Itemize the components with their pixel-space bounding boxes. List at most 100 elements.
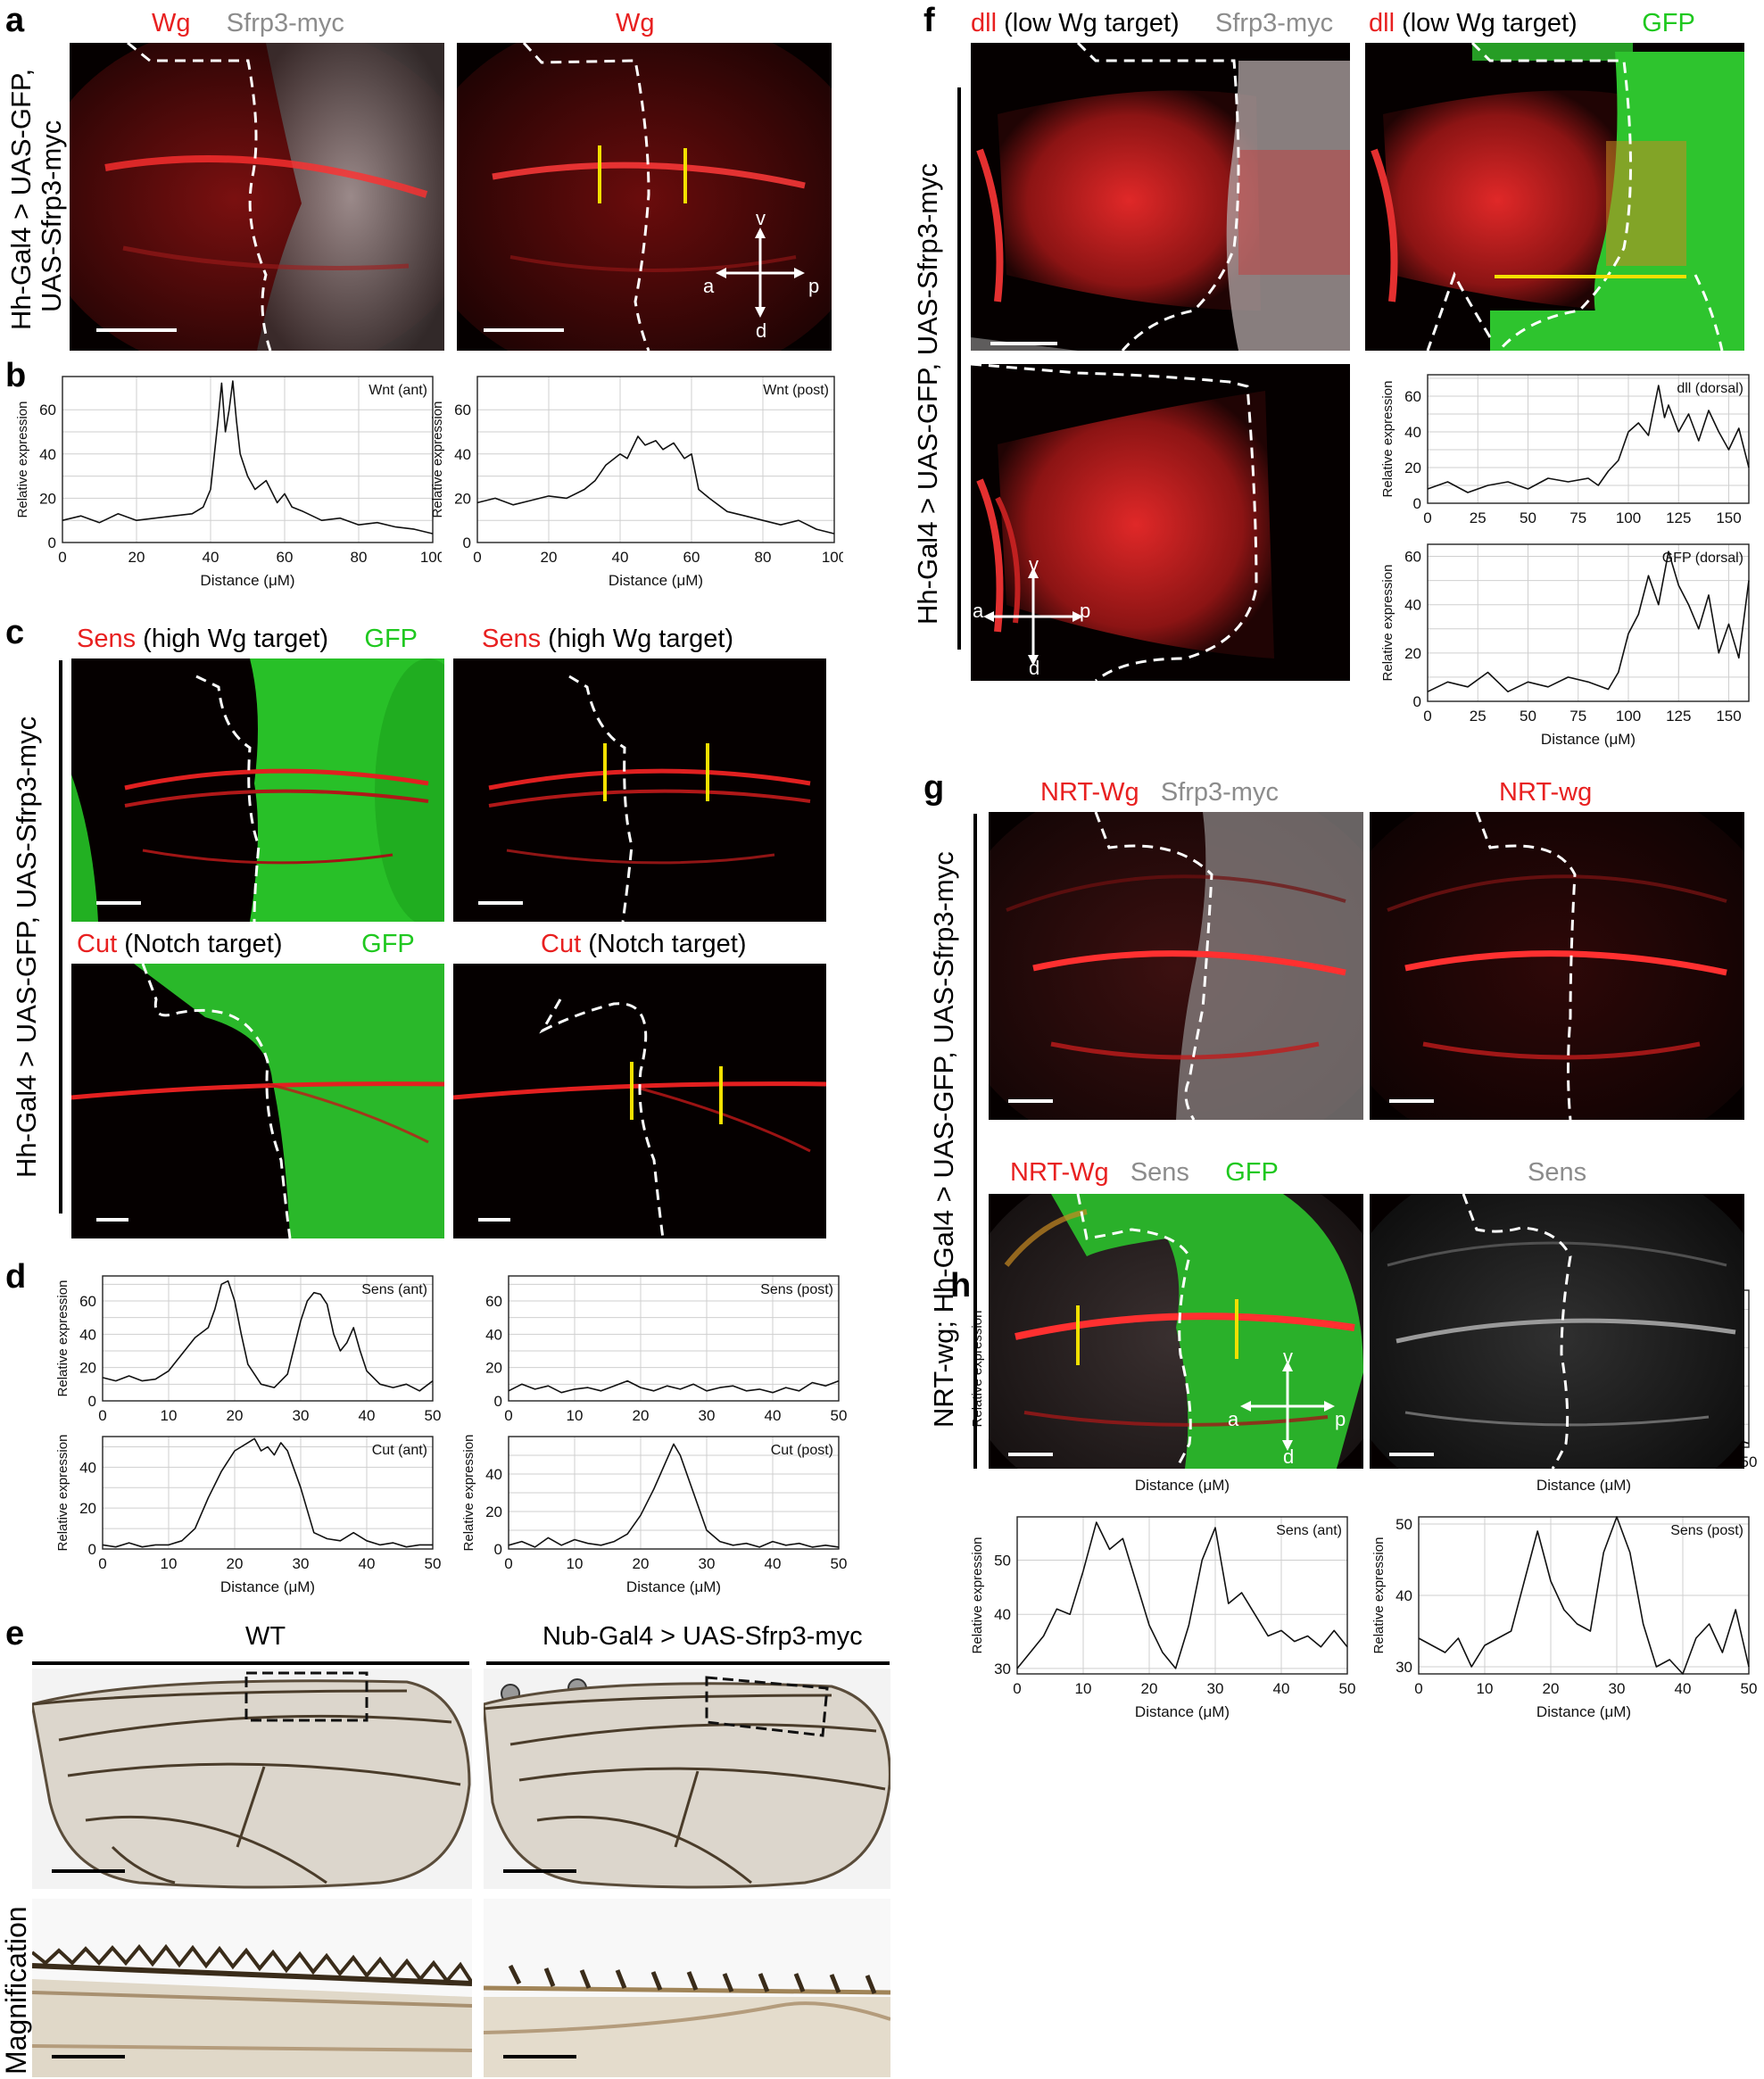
y-axis-label: Relative expression: [461, 1435, 476, 1552]
micrograph-f3: v d a p: [971, 364, 1350, 681]
x-tick-label: 0: [1414, 1680, 1422, 1697]
axis-d: d: [1283, 1445, 1295, 1468]
scale-bar: [52, 1869, 125, 1873]
y-axis-label: Relative expression: [1380, 381, 1395, 498]
y-tick-label: 0: [494, 1541, 502, 1558]
stain-nrt-wg: NRT-Wg: [1010, 1158, 1109, 1187]
stain-desc: (high Wg target): [548, 625, 734, 653]
stain-wg: Wg: [152, 9, 191, 37]
y-tick-label: 0: [494, 1393, 502, 1410]
y-tick-label: 20: [485, 1503, 502, 1520]
stain-sens: Sens: [482, 625, 542, 653]
chart-h-sens-post: 0 10 20 30 40 50 30 40 50 Distance (μM) Relative e…: [1371, 1516, 1757, 1720]
micrograph-g3: v d a p: [989, 1194, 1363, 1469]
x-tick-label: 40: [359, 1407, 376, 1424]
axis-a: a: [973, 600, 984, 622]
x-tick-label: 30: [1207, 1680, 1224, 1697]
stain-sens: Sens: [1130, 1158, 1189, 1187]
x-axis-label: Distance (μM): [1541, 731, 1636, 748]
x-tick-label: 40: [1273, 1680, 1290, 1697]
axis-a: a: [1228, 1408, 1239, 1430]
stain-desc: (Notch target): [588, 930, 747, 958]
stain-nrt-wg: NRT-wg: [1499, 778, 1593, 807]
x-tick-label: 125: [1666, 708, 1691, 725]
stain-cut: Cut: [541, 930, 582, 958]
axis-d: d: [1029, 657, 1040, 679]
y-tick-label: 20: [485, 1360, 502, 1377]
x-tick-label: 10: [567, 1555, 584, 1572]
scale-bar: [96, 901, 141, 905]
x-tick-label: 80: [351, 549, 368, 566]
stain-gfp: GFP: [1225, 1158, 1279, 1187]
y-tick-label: 60: [1404, 388, 1421, 405]
y-tick-label: 20: [1404, 460, 1421, 476]
stain-dll: dll: [1369, 9, 1395, 37]
x-tick-label: 10: [1075, 1680, 1092, 1697]
x-tick-label: 10: [161, 1555, 178, 1572]
chart-b-wnt-post: 0 20 40 60 80 100 0 20 40 60 Distance (μM) Relative…: [430, 376, 843, 589]
series-line: [102, 1437, 433, 1548]
plot-frame: [508, 1436, 840, 1550]
x-tick-label: 20: [227, 1407, 244, 1424]
y-axis-label: Relative expression: [1371, 1537, 1387, 1654]
x-axis-label: Distance (μM): [200, 572, 294, 589]
x-tick-label: 25: [1470, 509, 1487, 526]
panel-g-img1-title: NRT-Wg Sfrp3-myc: [1040, 778, 1279, 808]
stain-nrt-wg: NRT-Wg: [1040, 778, 1139, 807]
y-tick-label: 60: [485, 1293, 502, 1310]
nub-label: Nub-Gal4 > UAS-Sfrp3-myc: [542, 1622, 863, 1651]
y-tick-label: 40: [454, 446, 471, 463]
x-axis-label: Distance (μM): [220, 1578, 315, 1595]
stain-gfp: GFP: [364, 625, 418, 653]
panel-g-genotype: NRT-wg; Hh-Gal4 > UAS-GFP, UAS-Sfrp3-myc: [928, 851, 959, 1428]
panel-a-genotype-line1: Hh-Gal4 > UAS-GFP,: [5, 68, 37, 330]
stain-sens: Sens: [77, 625, 137, 653]
x-tick-label: 50: [1520, 509, 1536, 526]
x-tick-label: 50: [1520, 708, 1536, 725]
stain-gfp: GFP: [361, 930, 415, 958]
x-tick-label: 40: [359, 1555, 376, 1572]
plot-frame: [476, 376, 835, 543]
chart-f-gfp-dorsal: 0 25 50 75 100 125 150 0 20 40 60 Distance (μM) Rela…: [1380, 543, 1750, 748]
x-tick-label: 60: [277, 549, 294, 566]
stain-desc: (low Wg target): [1004, 9, 1180, 37]
chart-b-wnt-ant: 0 20 40 60 80 100 0 20 40 60 Distance (μM) Relative…: [15, 376, 442, 589]
panel-c-img4-title: Cut (Notch target): [541, 930, 747, 959]
panel-a-img2-title: Wg: [616, 9, 655, 38]
y-tick-label: 60: [39, 402, 56, 418]
y-tick-label: 30: [994, 1661, 1011, 1677]
chart-f-dll-dorsal: 0 25 50 75 100 125 150 0 20 40 60 Relative expressi…: [1380, 374, 1750, 526]
scale-bar: [503, 2055, 576, 2058]
y-axis-label: Relative expression: [55, 1280, 70, 1397]
micrograph-g2: [1370, 812, 1744, 1120]
panel-letter-h: h: [950, 1267, 972, 1305]
x-tick-label: 20: [1141, 1680, 1158, 1697]
x-axis-label: Distance (μM): [1135, 1477, 1230, 1494]
chart-title: GFP (dorsal): [1662, 551, 1743, 566]
panel-g-img4-title: Sens: [1528, 1158, 1586, 1188]
plot-frame: [1418, 1516, 1750, 1675]
x-tick-label: 10: [161, 1407, 178, 1424]
chart-title: Wnt (post): [763, 383, 829, 398]
panel-c-genotype: Hh-Gal4 > UAS-GFP, UAS-Sfrp3-myc: [11, 716, 42, 1178]
x-axis-label: Distance (μM): [1135, 1703, 1230, 1720]
series-line: [62, 380, 434, 534]
x-tick-label: 0: [58, 549, 66, 566]
y-tick-label: 60: [1404, 549, 1421, 566]
wing-wt-magnified: [32, 1899, 472, 2077]
stain-desc: (Notch target): [124, 930, 283, 958]
x-tick-label: 0: [1423, 708, 1431, 725]
stain-sfrp3-myc: Sfrp3-myc: [1214, 9, 1334, 37]
panel-g-bracket-line: [973, 814, 977, 1469]
scale-bar: [52, 2055, 125, 2058]
x-tick-label: 150: [1716, 708, 1741, 725]
panel-letter-a: a: [5, 2, 25, 39]
y-tick-label: 20: [39, 490, 56, 507]
panel-letter-c: c: [5, 614, 25, 651]
y-tick-label: 0: [88, 1393, 96, 1410]
y-axis-label: Relative expression: [970, 1537, 985, 1654]
x-tick-label: 20: [227, 1555, 244, 1572]
x-tick-label: 75: [1569, 509, 1586, 526]
stain-cut: Cut: [77, 930, 118, 958]
x-tick-label: 50: [831, 1555, 848, 1572]
